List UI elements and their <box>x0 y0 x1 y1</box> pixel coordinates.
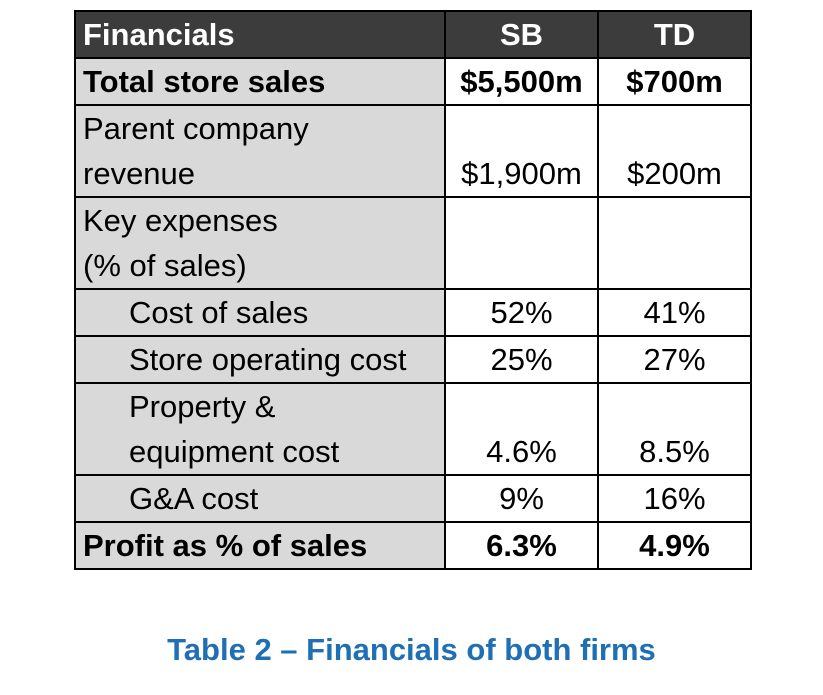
row-label-line: Cost of sales <box>129 295 309 330</box>
header-financials: Financials <box>74 10 446 59</box>
td-value: 41% <box>597 288 752 337</box>
td-value: 27% <box>597 335 752 384</box>
sb-value: 25% <box>444 335 599 384</box>
row-label: Parent company revenue <box>74 104 446 198</box>
sb-value: 9% <box>444 474 599 523</box>
row-label: Cost of sales <box>74 288 446 337</box>
sb-value: $5,500m <box>444 57 599 106</box>
table-header-row: Financials SB TD <box>74 10 752 59</box>
sb-value: 6.3% <box>444 521 599 570</box>
row-profit-percent: Profit as % of sales 6.3% 4.9% <box>74 521 752 570</box>
row-store-operating-cost: Store operating cost 25% 27% <box>74 335 752 384</box>
row-label: G&A cost <box>74 474 446 523</box>
row-label: Total store sales <box>74 57 446 106</box>
row-label-line: equipment cost <box>129 434 340 469</box>
td-value: 8.5% <box>597 382 752 476</box>
row-label-line: (% of sales) <box>83 248 247 283</box>
row-label-line: Parent company <box>83 111 309 146</box>
row-label-line: Total store sales <box>83 64 326 99</box>
td-value: 16% <box>597 474 752 523</box>
row-label-line: Key expenses <box>83 203 278 238</box>
sb-value <box>444 196 599 290</box>
td-value: $200m <box>597 104 752 198</box>
row-ga-cost: G&A cost 9% 16% <box>74 474 752 523</box>
row-cost-of-sales: Cost of sales 52% 41% <box>74 288 752 337</box>
row-key-expenses: Key expenses (% of sales) <box>74 196 752 290</box>
table-caption: Table 2 – Financials of both firms <box>167 632 656 667</box>
row-label-line: Property & <box>129 389 276 424</box>
row-label: Property & equipment cost <box>74 382 446 476</box>
row-label-line: revenue <box>83 156 196 191</box>
sb-value: $1,900m <box>444 104 599 198</box>
row-label-line: G&A cost <box>129 481 259 516</box>
sb-value: 4.6% <box>444 382 599 476</box>
row-label: Profit as % of sales <box>74 521 446 570</box>
row-label-line: Profit as % of sales <box>83 528 368 563</box>
td-value <box>597 196 752 290</box>
row-parent-company-revenue: Parent company revenue $1,900m $200m <box>74 104 752 198</box>
row-label: Store operating cost <box>74 335 446 384</box>
row-label: Key expenses (% of sales) <box>74 196 446 290</box>
header-sb: SB <box>444 10 599 59</box>
sb-value: 52% <box>444 288 599 337</box>
td-value: $700m <box>597 57 752 106</box>
row-label-line: Store operating cost <box>129 342 407 377</box>
header-td: TD <box>597 10 752 59</box>
financials-table: Financials SB TD Total store sales $5,50… <box>74 10 752 570</box>
row-total-store-sales: Total store sales $5,500m $700m <box>74 57 752 106</box>
row-property-equipment-cost: Property & equipment cost 4.6% 8.5% <box>74 382 752 476</box>
td-value: 4.9% <box>597 521 752 570</box>
